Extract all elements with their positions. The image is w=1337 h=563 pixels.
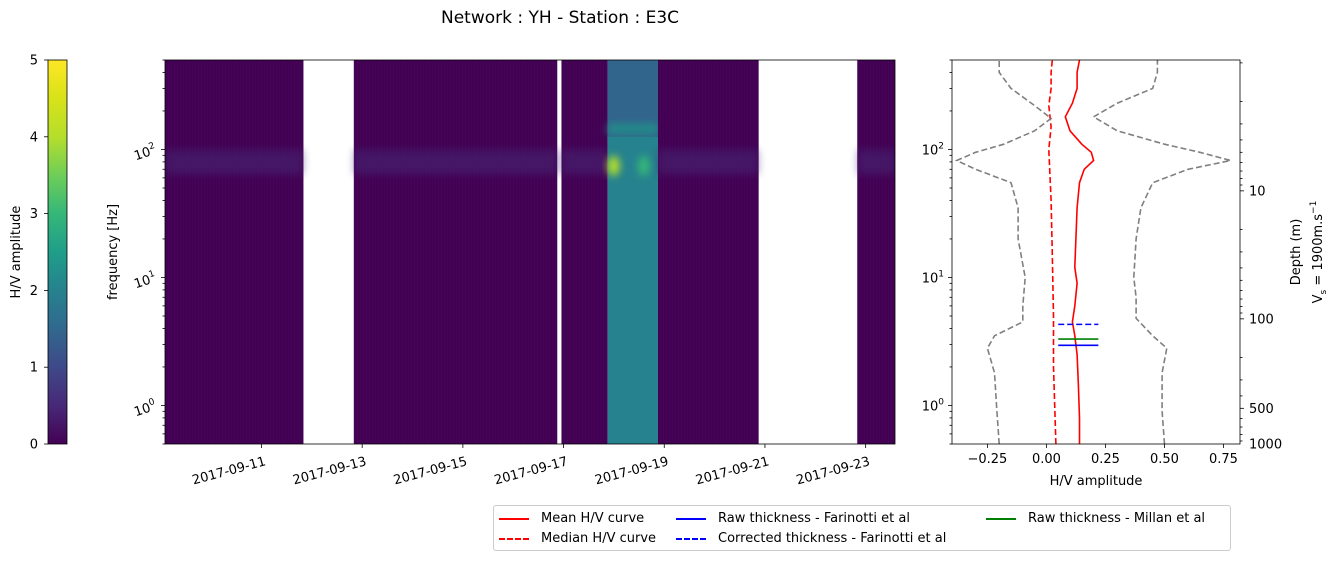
legend: Mean H/V curve Median H/V curve Raw thic… xyxy=(493,505,1231,551)
spectrogram-frame xyxy=(164,59,896,445)
legend-label-raw-farinotti: Raw thickness - Farinotti et al xyxy=(718,511,910,526)
depth-tick-label: 1000 xyxy=(1249,438,1282,453)
colorbar-ticks: 0 1 2 3 4 5 xyxy=(30,54,48,453)
colorbar: 0 1 2 3 4 5 H/V amplitude xyxy=(9,54,68,453)
hv-background xyxy=(952,60,1240,444)
spectrogram-band xyxy=(353,149,558,174)
legend-label-raw-millan: Raw thickness - Millan et al xyxy=(1028,511,1206,526)
colorbar-tick-label: 3 xyxy=(30,207,38,222)
spectrogram-texture xyxy=(857,60,895,444)
spectrogram-texture xyxy=(561,60,608,444)
hv-x-tick-label: −0.25 xyxy=(967,452,1007,467)
hv-x-label: H/V amplitude xyxy=(1050,474,1143,489)
spectrogram-texture xyxy=(165,60,304,444)
legend-label-corrected-farinotti: Corrected thickness - Farinotti et al xyxy=(718,531,947,546)
hv-x-tick-label: 0.75 xyxy=(1209,452,1238,467)
legend-swatch-corrected-farinotti xyxy=(676,538,706,540)
depth-ticks: 10 100 500 1000 xyxy=(1240,62,1282,453)
spectrogram-peak-band xyxy=(607,123,658,134)
depth-tick-label: 500 xyxy=(1249,402,1274,417)
legend-swatch-raw-farinotti xyxy=(676,518,706,520)
spectrogram-band xyxy=(857,149,895,174)
legend-swatch-mean xyxy=(499,518,529,520)
hv-y-tick-label: 100 xyxy=(922,397,945,414)
spectrogram-y-tick-label: 100 xyxy=(132,397,159,420)
spectrogram-x-ticks: 2017-09-11 2017-09-13 2017-09-15 2017-09-17… xyxy=(191,444,872,488)
spectrogram-peak xyxy=(607,155,620,176)
spectrogram-peak xyxy=(637,155,650,176)
spectrogram-x-tick-label: 2017-09-21 xyxy=(694,454,771,488)
spectrogram-x-tick-label: 2017-09-15 xyxy=(392,454,469,488)
legend-label-median: Median H/V curve xyxy=(541,531,657,546)
hv-percentile-curve xyxy=(1092,60,1231,444)
spectrogram-x-tick-label: 2017-09-13 xyxy=(291,454,368,488)
spectrogram-y-ticks: 100 101 102 xyxy=(132,59,165,445)
spectrogram-texture xyxy=(657,60,759,444)
hv-curve-axes: 100 101 102 −0.25 0.00 0.25 0.50 0.75 10 100 500… xyxy=(922,59,1329,489)
spectrogram-texture xyxy=(353,60,558,444)
colorbar-tick-label: 2 xyxy=(30,284,38,299)
hv-y-ticks: 100 101 102 xyxy=(922,59,952,445)
depth-axis-label: Depth (m) xyxy=(1289,219,1304,286)
hv-x-tick-label: 0.25 xyxy=(1091,452,1120,467)
spectrogram-band xyxy=(561,149,608,174)
legend-swatch-raw-millan xyxy=(986,518,1016,520)
spectrogram-y-label: frequency [Hz] xyxy=(106,204,121,300)
spectrogram-axes: 100 101 102 2017-09-11 2017-09-13 2017-09-15… xyxy=(106,59,896,488)
spectrogram-x-tick-label: 2017-09-23 xyxy=(795,454,872,488)
hv-y-tick-label: 101 xyxy=(922,269,944,286)
vs-axis-label: Vs = 1900m.s−1 xyxy=(1309,201,1329,304)
colorbar-tick-label: 4 xyxy=(30,130,38,145)
spectrogram-x-tick-label: 2017-09-11 xyxy=(191,454,268,488)
hv-y-tick-label: 102 xyxy=(922,141,944,158)
spectrogram-x-tick-label: 2017-09-19 xyxy=(593,454,670,488)
depth-tick-label: 10 xyxy=(1249,184,1266,199)
hv-x-ticks: −0.25 0.00 0.25 0.50 0.75 xyxy=(967,444,1238,467)
spectrogram-cells xyxy=(165,60,895,444)
hv-x-tick-label: 0.00 xyxy=(1032,452,1061,467)
depth-tick-label: 100 xyxy=(1249,312,1274,327)
spectrogram-y-tick-label: 102 xyxy=(132,141,158,164)
colorbar-tick-label: 1 xyxy=(30,361,38,376)
spectrogram-y-tick-label: 101 xyxy=(132,269,158,292)
chart-title: Network : YH - Station : E3C xyxy=(440,8,680,28)
colorbar-gradient xyxy=(47,59,68,445)
legend-label-mean: Mean H/V curve xyxy=(541,511,645,526)
hv-x-tick-label: 0.50 xyxy=(1150,452,1179,467)
spectrogram-band xyxy=(657,149,759,174)
hv-lines xyxy=(954,60,1231,444)
spectrogram-x-tick-label: 2017-09-17 xyxy=(493,454,570,488)
hv-percentile-curve xyxy=(954,60,1053,444)
colorbar-tick-label: 0 xyxy=(30,438,38,453)
colorbar-label: H/V amplitude xyxy=(9,206,24,299)
colorbar-tick-label: 5 xyxy=(30,54,38,69)
legend-swatch-median xyxy=(499,538,529,540)
spectrogram-band xyxy=(165,149,304,174)
